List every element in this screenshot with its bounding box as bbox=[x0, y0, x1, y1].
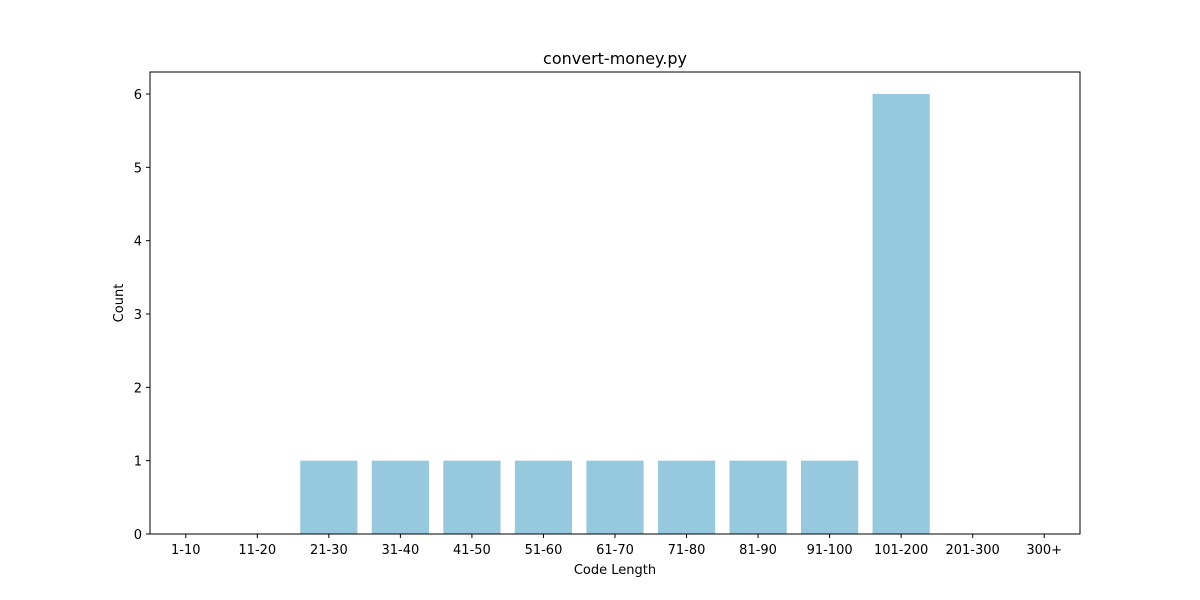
x-tick-label: 81-90 bbox=[739, 543, 777, 558]
bar-71-80 bbox=[657, 460, 716, 534]
x-tick-label: 201-300 bbox=[946, 543, 1000, 558]
x-ticks-group: 1-10 11-20 21-30 31-40 41-50 51-60 61-70 71-80 8… bbox=[171, 534, 1062, 558]
bar-91-100 bbox=[801, 460, 859, 534]
x-tick-label: 91-100 bbox=[807, 543, 853, 558]
y-axis-label: Count bbox=[112, 284, 127, 323]
plot-frame bbox=[149, 71, 1081, 535]
x-tick-label: 51-60 bbox=[525, 543, 563, 558]
x-tick-label: 1-10 bbox=[171, 543, 201, 558]
bar-81-90 bbox=[729, 460, 787, 534]
x-tick-label: 300+ bbox=[1026, 543, 1062, 558]
bars-group bbox=[300, 94, 930, 534]
bar-101-200 bbox=[872, 94, 930, 534]
y-tick-label: 1 bbox=[134, 455, 142, 470]
x-tick-label: 71-80 bbox=[668, 543, 706, 558]
bar-31-40 bbox=[371, 460, 429, 534]
x-tick-label: 101-200 bbox=[874, 543, 928, 558]
bar-61-70 bbox=[586, 460, 644, 534]
bar-21-30 bbox=[300, 460, 358, 534]
x-axis-label: Code Length bbox=[574, 563, 656, 578]
y-ticks-group: 0 1 2 3 4 5 6 bbox=[134, 88, 150, 543]
x-tick-label: 31-40 bbox=[381, 543, 419, 558]
y-tick-label: 6 bbox=[134, 88, 142, 103]
x-tick-label: 21-30 bbox=[310, 543, 348, 558]
y-tick-label: 2 bbox=[134, 381, 142, 396]
y-tick-label: 0 bbox=[134, 528, 142, 543]
bar-51-60 bbox=[514, 460, 573, 534]
x-tick-label: 61-70 bbox=[596, 543, 634, 558]
x-tick-label: 41-50 bbox=[453, 543, 491, 558]
y-tick-label: 5 bbox=[134, 161, 142, 176]
y-tick-label: 4 bbox=[134, 235, 142, 250]
y-tick-label: 3 bbox=[134, 308, 142, 323]
chart-title: convert-money.py bbox=[543, 49, 687, 68]
bar-41-50 bbox=[443, 460, 501, 534]
x-tick-label: 11-20 bbox=[238, 543, 276, 558]
